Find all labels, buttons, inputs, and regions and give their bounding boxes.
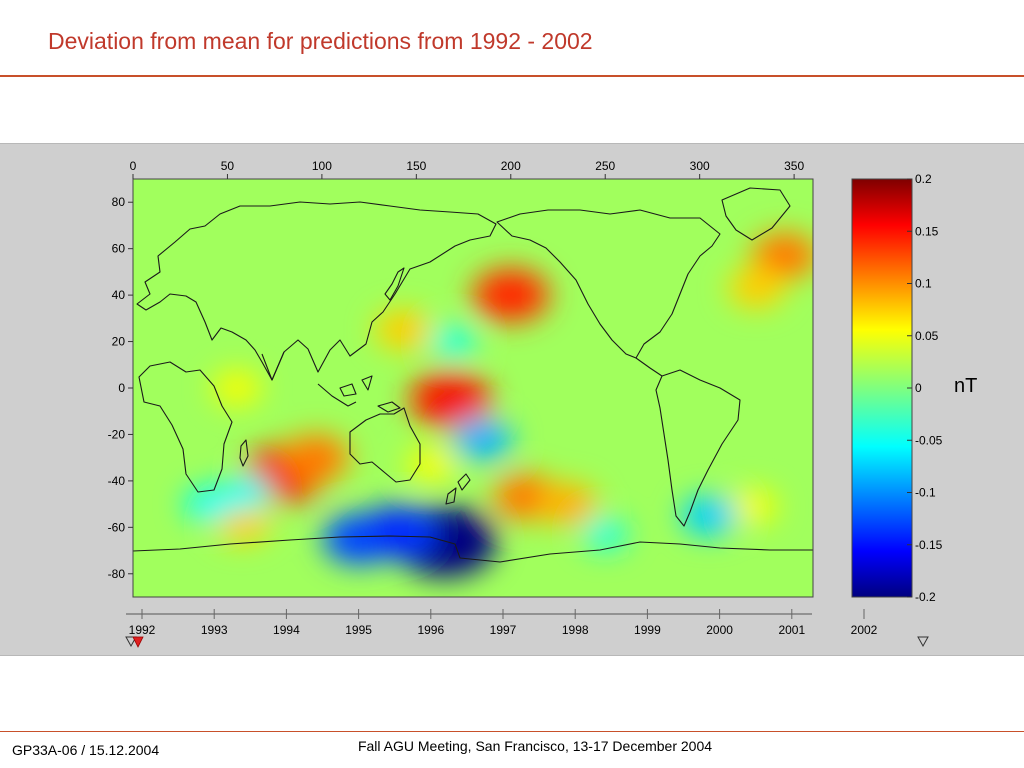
x-tick-label: 200 [501,159,521,173]
coast-india [261,351,285,381]
heatmap-cell-core [693,504,725,527]
time-slider-label: 1992 [129,623,156,637]
coast-australia [349,407,421,483]
heatmap-cell-core [441,332,467,351]
x-tick-label: 50 [221,159,235,173]
heatmap-cell-core [232,482,261,503]
heatmap-cell-core [375,516,420,548]
colorbar-tick-label: -0.2 [915,590,936,604]
footer-divider [0,731,1024,732]
coast-indonesia [317,375,401,413]
heatmap-cell-core [223,378,251,398]
time-slider-end-marker[interactable] [917,636,929,648]
heatmap-cell-core [765,242,804,269]
time-slider-current-marker[interactable] [132,636,144,648]
heatmap-cell-core [387,318,419,342]
x-tick-label: 150 [406,159,426,173]
heatmap-cell-core [592,525,618,544]
coast-new-zealand [445,473,471,505]
figure-svg: 0 50 100 150 200 250 300 350 806040200-20-40-60… [108,159,977,648]
colorbar-tick-label: 0.05 [915,329,939,343]
heatmap-anomalies [183,231,813,578]
heatmap-cell-core [226,511,259,534]
coast-japan [384,267,405,301]
time-slider-label: 2002 [851,623,878,637]
time-slider[interactable]: 1992 1993 1994 1995 1996 1997 1998 1999 2000 2001… [125,609,929,648]
footer-meeting: Fall AGU Meeting, San Francisco, 13-17 D… [357,738,713,754]
coast-central-america [635,357,663,377]
figure-panel: 0 50 100 150 200 250 300 350 80 60 40 20 0 -20 -40 -60… [0,143,1024,656]
x-axis: 0 50 100 150 200 250 300 350 [130,159,804,179]
coast-eurasia [136,201,497,381]
y-tick-label: 20 [112,335,126,349]
heatmap-cell-core [427,383,473,416]
y-tick-label: -80 [108,567,126,581]
coast-madagascar [239,439,249,467]
coast-north-america [496,209,721,359]
time-slider-label: 1997 [490,623,517,637]
heatmap-cell-core [550,492,585,516]
y-tick-label: -20 [108,427,126,441]
y-tick-label: 80 [112,195,126,209]
heatmap-cell-core [417,454,446,475]
coast-antarctica [133,535,813,563]
heatmap-cell-core [740,276,773,300]
time-slider-label: 1998 [562,623,589,637]
heatmap-cell-core [738,496,767,517]
coast-africa [138,361,233,493]
title-divider [0,75,1024,77]
slide-title: Deviation from mean for predictions from… [48,28,593,54]
colorbar-tick-label: 0.15 [915,224,939,238]
coastlines [133,187,813,563]
heatmap-cell-core [465,427,500,451]
colorbar: 0.2 0.15 0.1 0.05 0 -0.05 -0.1 -0.15 -0.2 nT [851,172,977,604]
y-tick-label: -60 [108,520,126,534]
x-tick-label: 250 [595,159,615,173]
x-tick-label: 350 [784,159,804,173]
colorbar-tick-label: -0.1 [915,486,936,500]
time-slider-label: 2001 [778,623,805,637]
time-slider-label: 1996 [417,623,444,637]
coast-greenland [721,187,791,241]
x-tick-label: 0 [130,159,137,173]
y-tick-label: 60 [112,242,126,256]
x-tick-label: 300 [690,159,710,173]
x-tick-label: 100 [312,159,332,173]
y-axis: 80 60 40 20 0 -20 -40 -60 -80 [108,195,133,581]
time-slider-label: 1994 [273,623,300,637]
heatmap [133,179,813,597]
time-slider-label: 1995 [345,623,372,637]
time-slider-label: 2000 [706,623,733,637]
heatmap-cell-core [489,279,533,311]
colorbar-tick-label: -0.05 [915,433,943,447]
colorbar-tick-label: 0.2 [915,172,932,186]
heatmap-cell-core [194,494,223,515]
y-tick-label: 40 [112,288,126,302]
colorbar-tick-label: 0 [915,381,922,395]
coast-south-america [655,369,741,527]
heatmap-cell-core [297,444,335,471]
colorbar-tick-label: 0.1 [915,277,932,291]
y-tick-label: -40 [108,474,126,488]
heatmap-cell-core [507,483,545,511]
time-slider-start-marker[interactable] [125,636,137,648]
y-tick-label: 0 [118,381,125,395]
footer-session-code: GP33A-06 / 15.12.2004 [12,742,160,758]
colorbar-label: nT [954,375,977,397]
colorbar-tick-label: -0.15 [915,538,943,552]
time-slider-label: 1999 [634,623,661,637]
time-slider-label: 1993 [201,623,228,637]
colorbar-ticks: 0.2 0.15 0.1 0.05 0 -0.05 -0.1 -0.15 -0.2 [907,172,943,604]
colorbar-gradient [851,178,913,598]
